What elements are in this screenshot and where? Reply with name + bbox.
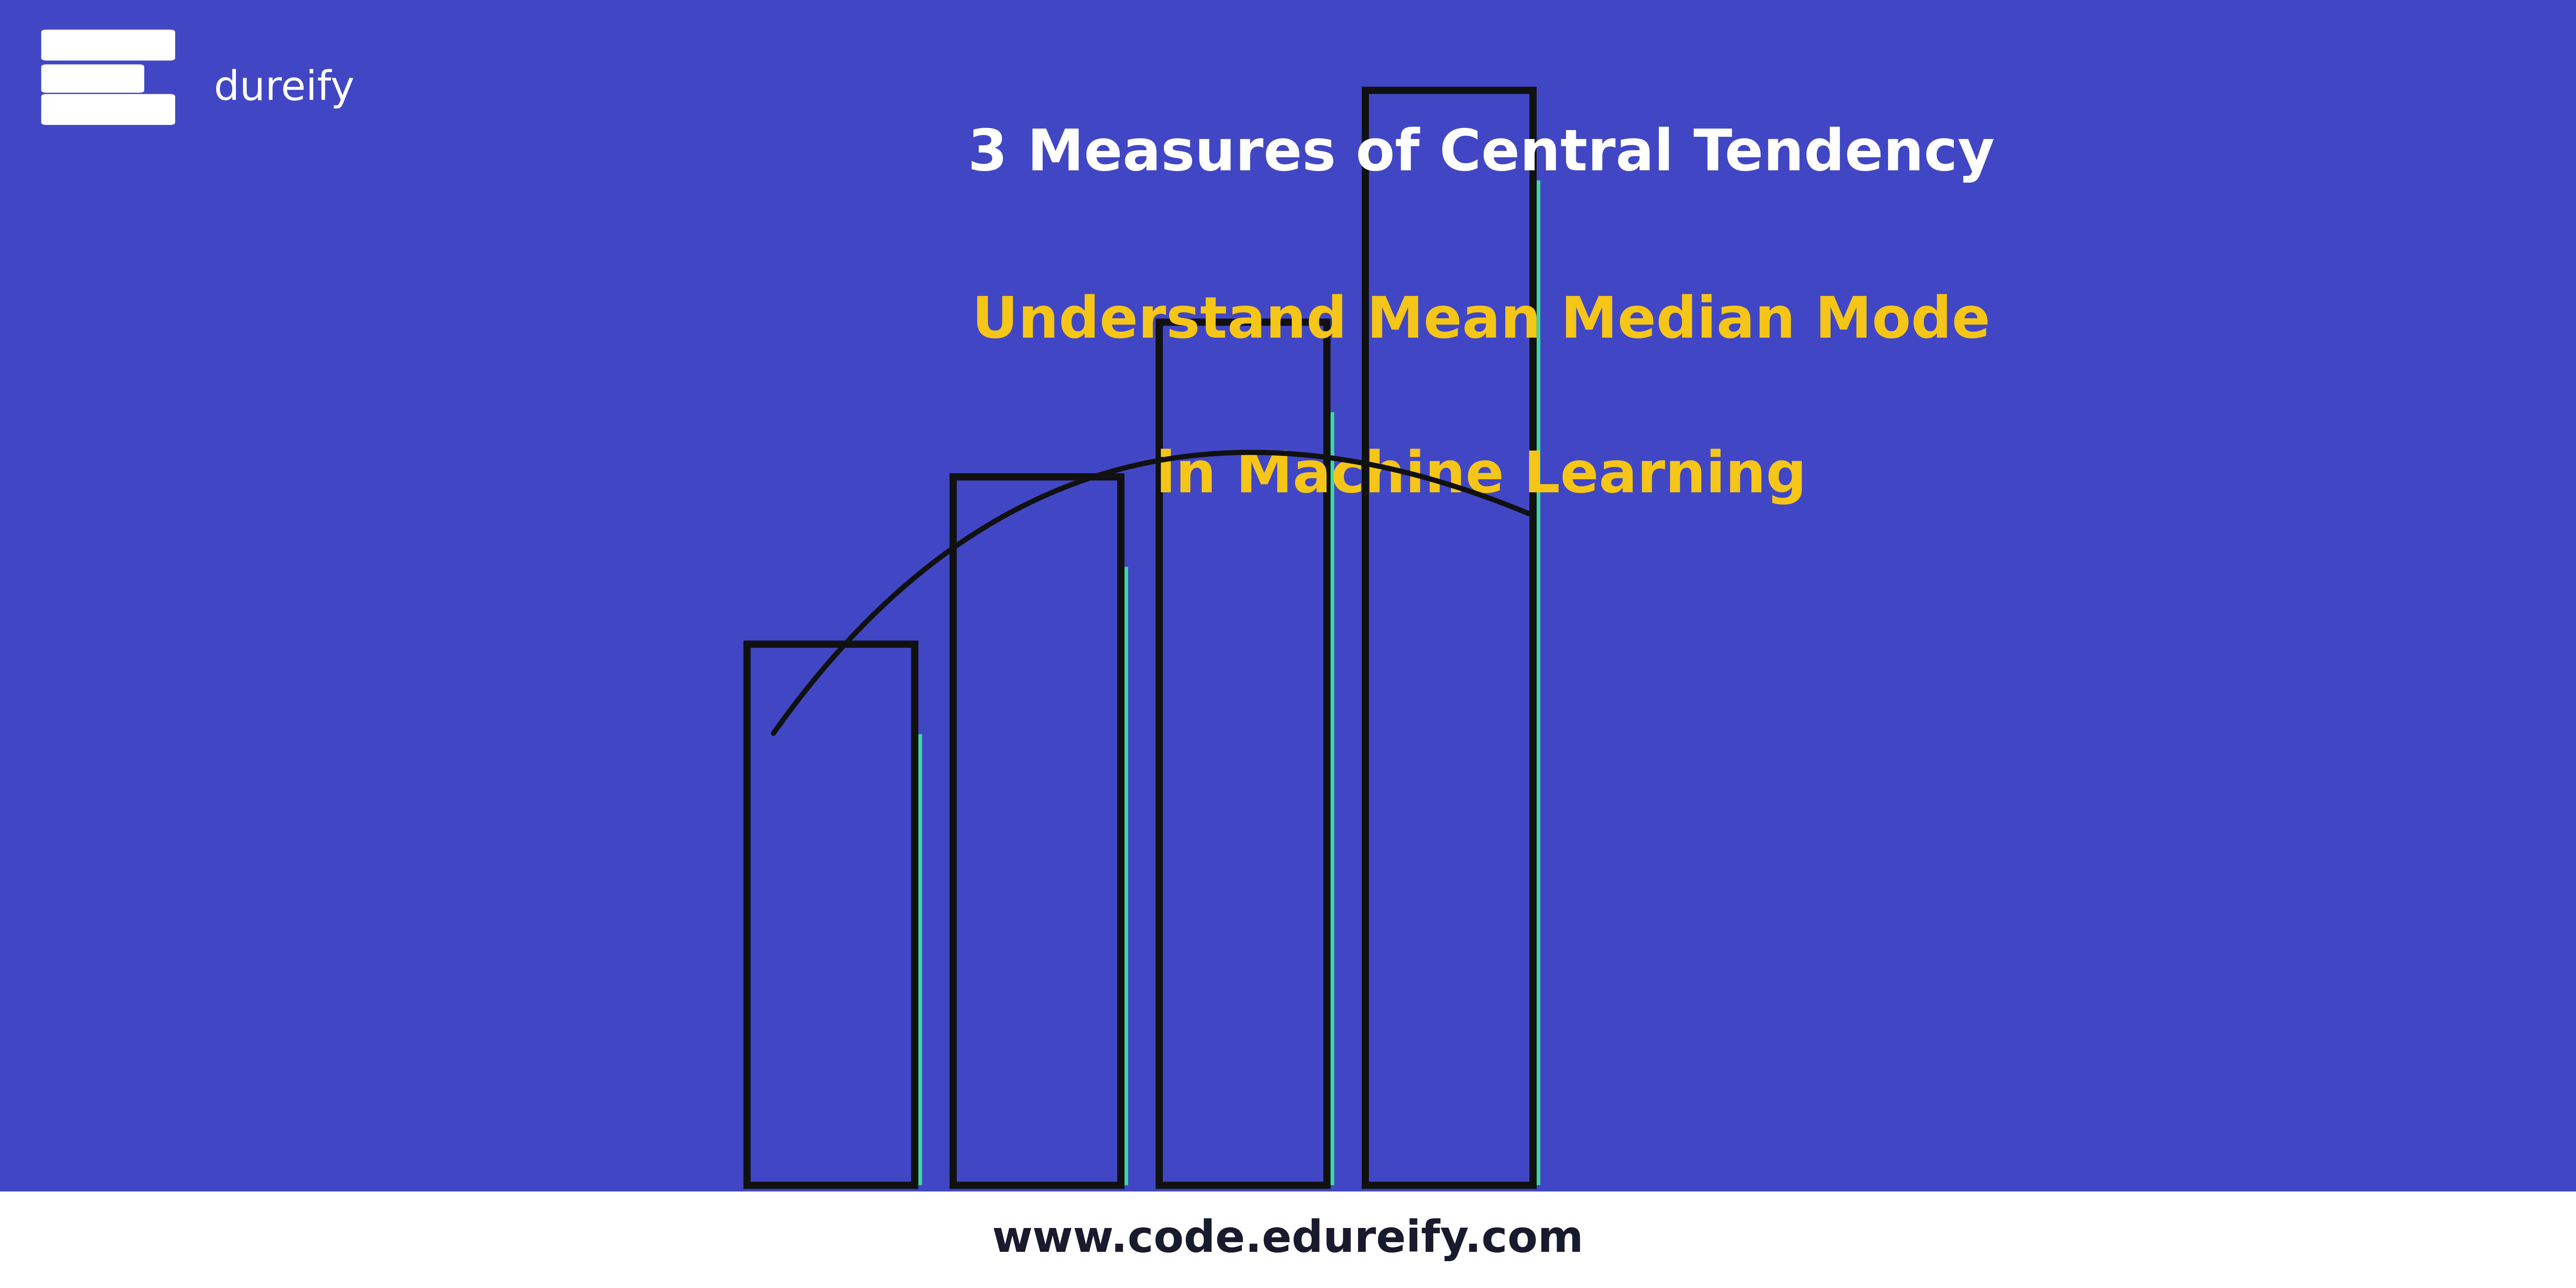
- Bar: [999, 567, 1128, 1185]
- Bar: [953, 477, 1121, 1185]
- Text: Understand Mean Median Mode: Understand Mean Median Mode: [971, 294, 1991, 350]
- Bar: [0, 1191, 2576, 1288]
- Bar: [1365, 90, 1533, 1185]
- Text: 3 Measures of Central Tendency: 3 Measures of Central Tendency: [969, 126, 1994, 183]
- Bar: [1159, 322, 1327, 1185]
- FancyBboxPatch shape: [41, 94, 175, 125]
- Text: dureify: dureify: [214, 70, 355, 108]
- Bar: [747, 644, 914, 1185]
- Bar: [1412, 180, 1540, 1185]
- Bar: [1206, 412, 1334, 1185]
- Bar: [793, 734, 922, 1185]
- FancyBboxPatch shape: [41, 64, 144, 93]
- FancyBboxPatch shape: [41, 30, 175, 61]
- Text: in Machine Learning: in Machine Learning: [1157, 448, 1806, 505]
- Text: www.code.edureify.com: www.code.edureify.com: [992, 1218, 1584, 1261]
